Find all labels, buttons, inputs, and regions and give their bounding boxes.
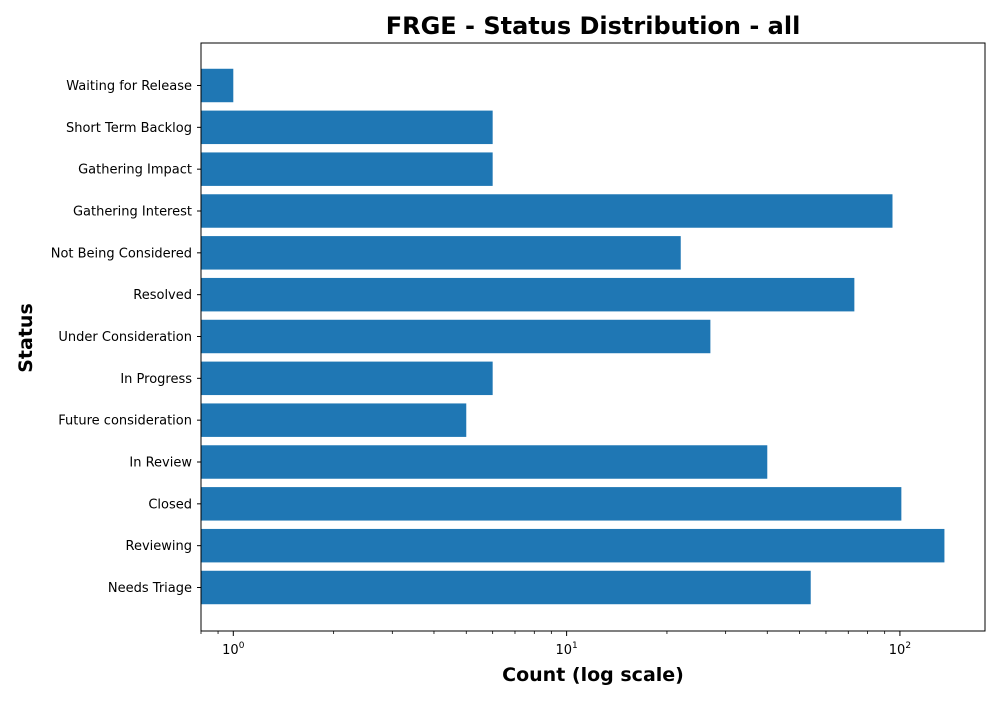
y-tick-label: Gathering Impact (78, 163, 192, 178)
bar (201, 403, 467, 437)
bar (201, 236, 681, 270)
bar (201, 152, 493, 186)
y-tick-label: Resolved (133, 288, 192, 303)
axes: Waiting for Release Short Term Backlog Gat… (51, 79, 911, 658)
x-tick-label: 100 (222, 641, 245, 658)
chart-title: FRGE - Status Distribution - all (386, 12, 801, 40)
bar (201, 487, 902, 521)
bar (201, 570, 811, 605)
y-tick-label: Reviewing (126, 539, 193, 554)
y-tick-label: Closed (148, 497, 192, 512)
y-tick-label: Not Being Considered (51, 246, 192, 261)
bar (201, 68, 234, 103)
x-axis-label: Count (log scale) (502, 664, 684, 686)
y-tick-label: Waiting for Release (66, 79, 192, 94)
y-axis-label: Status (15, 303, 37, 373)
bar (201, 319, 711, 354)
bar (201, 528, 945, 563)
x-tick-label: 102 (889, 641, 911, 658)
bar (201, 277, 855, 312)
bar (201, 445, 768, 479)
y-tick-label: Needs Triage (108, 581, 192, 596)
y-tick-label: Gathering Interest (73, 205, 192, 220)
y-tick-label: In Review (129, 456, 192, 471)
x-tick-label: 101 (555, 641, 577, 658)
plot-area (201, 68, 945, 605)
y-tick-label: Under Consideration (58, 330, 192, 345)
bar (201, 110, 493, 145)
y-tick-label: Future consideration (58, 414, 192, 429)
y-tick-label: In Progress (120, 372, 192, 387)
y-tick-label: Short Term Backlog (66, 121, 192, 136)
bar (201, 361, 493, 396)
bar (201, 194, 893, 228)
